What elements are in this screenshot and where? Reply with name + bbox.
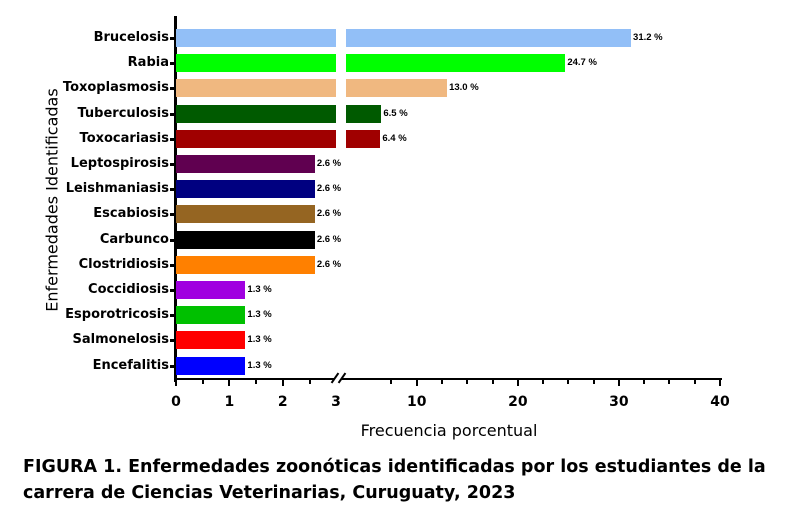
category-label: Brucelosis: [93, 30, 169, 45]
y-tick: [170, 314, 176, 317]
value-label: 31.2 %: [633, 32, 663, 43]
category-label: Rabia: [127, 55, 169, 70]
x-minor-tick: [542, 380, 545, 384]
bar-toxoplasmosis-segment-2: [346, 79, 448, 97]
value-label: 6.5 %: [383, 108, 408, 119]
x-minor-tick: [308, 380, 311, 384]
x-tick: [719, 380, 721, 386]
y-tick: [170, 138, 176, 141]
bar-esporotricosis: [176, 306, 246, 324]
x-minor-tick: [567, 380, 570, 384]
value-label: 1.3 %: [247, 360, 272, 371]
bar-leptospirosis: [176, 155, 315, 173]
value-label: 24.7 %: [567, 57, 597, 68]
category-label: Carbunco: [99, 232, 169, 247]
value-label: 1.3 %: [247, 334, 272, 345]
value-label: 2.6 %: [316, 234, 342, 245]
y-tick: [170, 339, 176, 342]
category-label: Leptospirosis: [70, 156, 169, 171]
x-axis-line-segment-2: [342, 378, 722, 380]
x-minor-tick: [390, 380, 393, 384]
category-label: Encefalitis: [92, 358, 169, 373]
bar-escabiosis: [176, 205, 315, 223]
y-tick: [170, 264, 176, 267]
bar-leishmaniasis: [176, 180, 315, 198]
x-tick: [516, 380, 519, 386]
category-label: Coccidiosis: [88, 282, 169, 297]
bar-toxocariasis-segment-2: [346, 130, 381, 148]
category-label: Esporotricosis: [65, 307, 169, 322]
category-label: Leishmaniasis: [65, 181, 169, 196]
x-tick-label: 3: [331, 394, 341, 410]
value-label: 1.3 %: [247, 284, 272, 295]
bar-rabia-segment-2: [346, 54, 566, 72]
x-minor-tick: [466, 380, 469, 384]
category-label: Toxoplasmosis: [62, 80, 169, 95]
category-label: Toxocariasis: [79, 131, 169, 146]
x-tick: [281, 380, 284, 386]
figure-caption: FIGURA 1. Enfermedades zoonóticas identi…: [23, 457, 766, 503]
x-tick: [228, 380, 231, 386]
bar-encefalitis: [176, 357, 246, 375]
y-tick: [170, 163, 176, 166]
bar-toxoplasmosis-segment-1: [176, 79, 336, 97]
y-tick: [170, 365, 176, 368]
bar-salmonelosis: [176, 331, 246, 349]
y-tick: [170, 113, 176, 116]
x-minor-tick: [255, 380, 258, 384]
category-label: Tuberculosis: [77, 106, 169, 121]
value-label: 2.6 %: [316, 183, 342, 194]
x-tick-label: 20: [508, 394, 528, 410]
x-axis-title: Frecuencia porcentual: [360, 421, 538, 440]
x-tick-label: 10: [407, 394, 427, 410]
x-minor-tick: [668, 380, 671, 384]
value-label: 2.6 %: [316, 259, 342, 270]
bar-coccidiosis: [176, 281, 246, 299]
y-tick: [170, 213, 176, 216]
x-tick-label: 40: [710, 394, 730, 410]
value-label: 1.3 %: [247, 309, 272, 320]
bar-brucelosis-segment-1: [176, 29, 336, 47]
bar-tuberculosis-segment-1: [176, 105, 336, 123]
y-tick: [170, 62, 176, 65]
x-minor-tick: [441, 380, 444, 384]
x-tick-label: 0: [171, 394, 181, 410]
x-tick-label: 1: [224, 394, 235, 410]
y-axis-line: [174, 16, 177, 382]
x-tick: [175, 380, 177, 386]
bar-clostridiosis: [176, 256, 315, 274]
y-tick: [170, 188, 176, 191]
x-minor-tick: [643, 380, 646, 384]
x-minor-tick: [491, 380, 494, 384]
x-axis-line-segment-1: [176, 378, 334, 380]
bar-tuberculosis-segment-2: [346, 105, 382, 123]
category-label: Escabiosis: [93, 206, 169, 221]
x-tick-label: 2: [277, 394, 288, 410]
y-tick: [170, 87, 176, 90]
category-label: Clostridiosis: [78, 257, 169, 272]
bar-brucelosis-segment-2: [346, 29, 632, 47]
x-tick: [617, 380, 620, 386]
bar-rabia-segment-1: [176, 54, 336, 72]
y-axis-title: Enfermedades Identificadas: [42, 88, 62, 312]
x-tick-label: 30: [609, 394, 629, 410]
category-label: Salmonelosis: [72, 332, 169, 347]
value-label: 6.4 %: [382, 133, 407, 144]
value-label: 2.6 %: [316, 158, 342, 169]
y-tick: [170, 289, 176, 292]
x-minor-tick: [693, 380, 696, 384]
value-label: 2.6 %: [316, 208, 342, 219]
y-tick: [170, 239, 176, 242]
bar-toxocariasis-segment-1: [176, 130, 336, 148]
bar-chart: Enfermedades Identificadas Brucelosis 31.…: [42, 16, 730, 440]
x-minor-tick: [592, 380, 595, 384]
x-minor-tick: [201, 380, 204, 384]
bar-carbunco: [176, 231, 315, 249]
y-tick: [170, 37, 176, 40]
value-label: 13.0 %: [449, 82, 479, 93]
x-tick: [415, 380, 418, 386]
